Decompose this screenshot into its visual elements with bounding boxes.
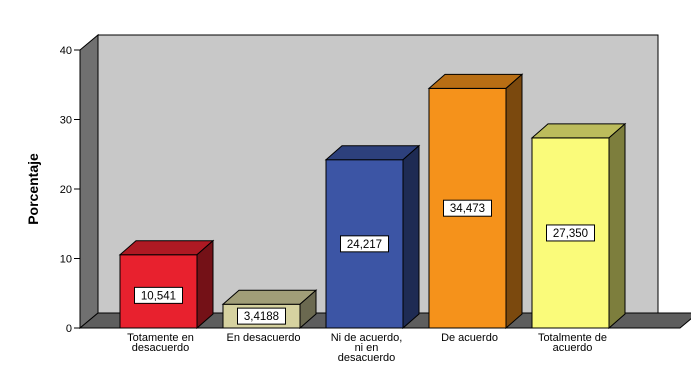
data-label: 10,541 bbox=[141, 290, 176, 302]
y-axis-label: Porcentaje bbox=[25, 153, 41, 225]
data-label: 24,217 bbox=[347, 239, 382, 251]
data-label-box bbox=[443, 199, 492, 217]
data-label-box bbox=[134, 286, 183, 304]
bar-side bbox=[299, 289, 317, 330]
y-tick-label: 10 bbox=[60, 254, 72, 266]
data-label-box bbox=[237, 307, 286, 325]
y-tick-label: 40 bbox=[60, 45, 72, 57]
x-category-label: desacuerdo bbox=[132, 342, 190, 354]
x-category-label: De acuerdo bbox=[441, 332, 498, 344]
data-label: 3,4188 bbox=[244, 311, 279, 323]
x-category-label: desacuerdo bbox=[338, 352, 396, 363]
x-category-label: Totamente en bbox=[127, 332, 194, 344]
x-category-label: acuerdo bbox=[553, 342, 593, 354]
x-category-label: ni en bbox=[355, 342, 379, 354]
y-tick-label: 20 bbox=[60, 184, 72, 196]
y-tick-label: 30 bbox=[60, 115, 72, 127]
x-category-label: Totalmente de bbox=[538, 332, 607, 344]
bar-side bbox=[505, 73, 523, 330]
bar-side bbox=[608, 122, 626, 330]
plot-left-wall bbox=[79, 33, 99, 330]
y-tick-label: 0 bbox=[66, 323, 72, 335]
data-label: 34,473 bbox=[450, 203, 485, 215]
data-label-box bbox=[340, 235, 389, 253]
data-label-box bbox=[546, 224, 595, 242]
data-label: 27,350 bbox=[553, 228, 588, 240]
x-category-label: En desacuerdo bbox=[227, 332, 301, 344]
bar-side bbox=[196, 239, 214, 330]
x-category-label: Ni de acuerdo, bbox=[331, 332, 403, 344]
bar-side bbox=[402, 144, 420, 330]
